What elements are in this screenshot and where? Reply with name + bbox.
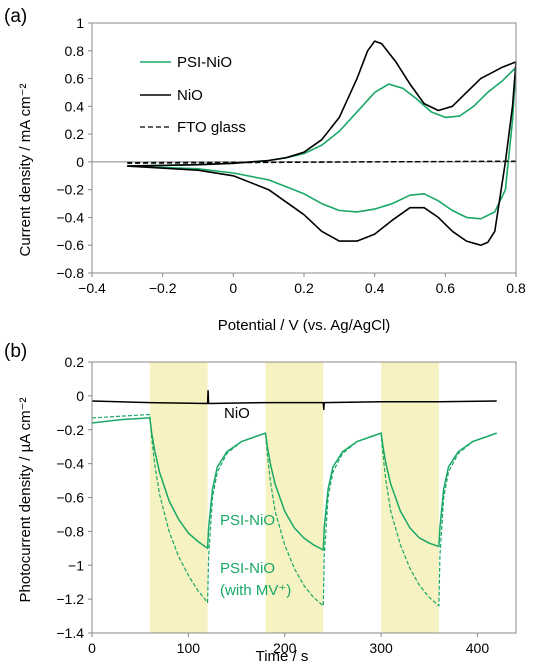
panel-a-x-tick-label: 0.6 <box>436 280 456 296</box>
panel-a-y-tick-label: 0.8 <box>65 43 85 59</box>
legend-label-fto-glass: FTO glass <box>177 119 246 136</box>
panel-b-x-tick-label: 200 <box>273 640 297 656</box>
panel-b-x-tick-label: 0 <box>88 640 96 656</box>
panel-a-y-ticks: −0.8 −0.6 −0.4 −0.2 0 0.2 0.4 0.6 0.8 1 <box>56 15 92 281</box>
series-nio <box>91 390 497 411</box>
panel-a-x-tick-label: 0 <box>229 280 237 296</box>
legend: PSI-NiO NiO FTO glass <box>140 54 246 136</box>
panel-a-x-axis-title: Potential / V (vs. Ag/AgCl) <box>218 317 391 334</box>
panel-b-illumination-bands <box>149 362 439 633</box>
panel-b-x-axis-title: Time / s <box>256 648 309 665</box>
panel-a-y-tick-label: 1 <box>76 15 84 31</box>
panel-b-y-axis-title: Photocurrent density / µA cm⁻² <box>17 398 34 603</box>
panel-a-y-tick-label: 0 <box>76 154 84 170</box>
legend-label-nio: NiO <box>177 87 203 104</box>
panel-a-x-tick-label: −0.4 <box>78 280 106 296</box>
panel-a-y-tick-label: −0.4 <box>56 209 84 225</box>
panel-a-y-tick-label: 0.4 <box>65 98 85 114</box>
series-fto-glass-reverse-scan <box>127 160 517 164</box>
annotation-psi-nio-mv: PSI-NiO <box>220 560 275 577</box>
series-psi-nio-reverse-scan <box>127 67 517 220</box>
panel-b-curves <box>91 390 497 607</box>
series-nio-reverse-scan <box>127 61 517 246</box>
panel-b-y-tick-label: 0.2 <box>65 354 85 370</box>
panel-a-y-tick-label: 0.6 <box>65 71 85 87</box>
annotation-psi-nio: PSI-NiO <box>220 512 275 529</box>
panel-b-y-tick-label: −1 <box>68 557 84 573</box>
panel-b-x-ticks: 0 100 200 300 400 <box>88 633 489 656</box>
series-nio-forward-scan <box>127 40 517 167</box>
series-psi-nio <box>91 417 497 551</box>
annotation-nio: NiO <box>224 405 250 422</box>
panel-a-plot-frame <box>91 22 517 274</box>
illumination-band-2 <box>265 362 324 633</box>
panel-a-x-tick-label: 0.4 <box>365 280 385 296</box>
panel-b-plot-frame <box>91 361 517 634</box>
panel-a-x-ticks: −0.4 −0.2 0 0.2 0.4 0.6 0.8 <box>78 273 526 296</box>
panel-b-y-tick-label: 0 <box>76 388 84 404</box>
illumination-band-1 <box>149 362 208 633</box>
panel-b-y-tick-label: −1.2 <box>56 591 84 607</box>
panel-b-y-tick-label: −1.4 <box>56 625 84 641</box>
panel-a-y-axis-title: Current density / mA cm⁻² <box>17 84 34 257</box>
panel-b-x-tick-label: 100 <box>177 640 201 656</box>
panel-a-y-tick-label: −0.2 <box>56 182 84 198</box>
panel-b: (b) 0 100 200 300 400 −1.4 −1.2 −1 −0.8 −0.6 −0.4… <box>4 341 517 665</box>
panel-a-x-tick-label: 0.8 <box>506 280 526 296</box>
panel-a-x-tick-label: −0.2 <box>149 280 177 296</box>
panel-b-x-tick-label: 300 <box>369 640 393 656</box>
illumination-band-3 <box>381 362 439 633</box>
series-psi-nio-with-mv <box>91 413 497 607</box>
panel-b-y-ticks: −1.4 −1.2 −1 −0.8 −0.6 −0.4 −0.2 0 0.2 <box>56 354 92 641</box>
panel-a-x-tick-label: 0.2 <box>294 280 314 296</box>
panel-a-curves <box>92 40 517 246</box>
panel-a-label: (a) <box>4 6 27 27</box>
panel-b-y-tick-label: −0.2 <box>56 422 84 438</box>
panel-b-label: (b) <box>4 341 27 362</box>
panel-a-y-tick-label: −0.6 <box>56 237 84 253</box>
legend-label-psi-nio: PSI-NiO <box>177 54 232 71</box>
panel-b-y-tick-label: −0.6 <box>56 490 84 506</box>
panel-b-y-tick-label: −0.8 <box>56 523 84 539</box>
annotation-with-mv: (with MV⁺) <box>220 582 291 599</box>
series-psi-nio-forward-scan <box>127 66 517 167</box>
panel-b-y-tick-label: −0.4 <box>56 456 84 472</box>
panel-a-y-tick-label: −0.8 <box>56 265 84 281</box>
panel-a-y-tick-label: 0.2 <box>65 126 85 142</box>
panel-b-x-tick-label: 400 <box>466 640 490 656</box>
panel-a: (a) −0.4 −0.2 0 0.2 0.4 0.6 0.8 −0.8−0.6−0.4−0… <box>4 6 526 334</box>
